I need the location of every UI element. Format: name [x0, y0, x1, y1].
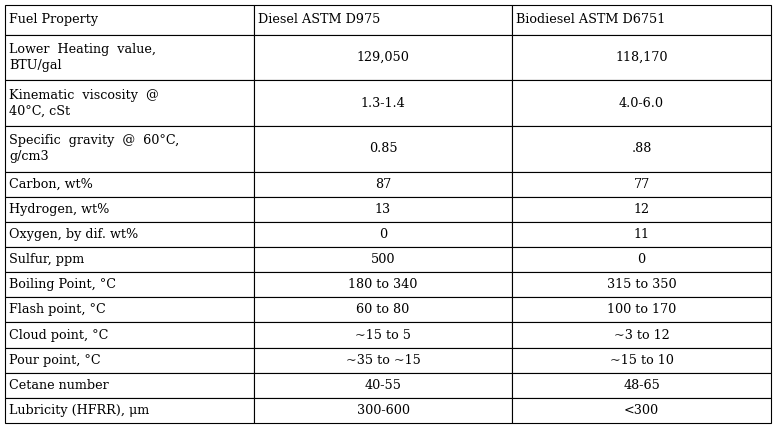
- Bar: [512, 322, 771, 348]
- Text: Carbon, wt%: Carbon, wt%: [9, 178, 93, 191]
- Text: 48-65: 48-65: [623, 379, 660, 392]
- Bar: [254, 197, 512, 222]
- Bar: [512, 80, 771, 126]
- Text: 100 to 170: 100 to 170: [607, 303, 676, 316]
- Text: ~15 to 10: ~15 to 10: [610, 354, 674, 367]
- Text: Cetane number: Cetane number: [9, 379, 109, 392]
- Text: 180 to 340: 180 to 340: [348, 278, 417, 291]
- Bar: [254, 172, 512, 197]
- Text: 12: 12: [633, 203, 650, 216]
- Text: Specific  gravity  @  60°C,
g/cm3: Specific gravity @ 60°C, g/cm3: [9, 134, 179, 163]
- Bar: [512, 126, 771, 172]
- Text: ~15 to 5: ~15 to 5: [355, 329, 411, 342]
- Bar: [5, 373, 254, 398]
- Bar: [512, 222, 771, 247]
- Bar: [5, 348, 254, 373]
- Bar: [5, 5, 254, 35]
- Bar: [512, 398, 771, 423]
- Bar: [5, 126, 254, 172]
- Text: 77: 77: [633, 178, 650, 191]
- Text: Diesel ASTM D975: Diesel ASTM D975: [258, 13, 380, 27]
- Bar: [5, 272, 254, 297]
- Bar: [512, 5, 771, 35]
- Text: Lower  Heating  value,
BTU/gal: Lower Heating value, BTU/gal: [9, 43, 156, 72]
- Text: 1.3-1.4: 1.3-1.4: [361, 97, 405, 110]
- Text: ~3 to 12: ~3 to 12: [614, 329, 670, 342]
- Text: 60 to 80: 60 to 80: [356, 303, 410, 316]
- Bar: [512, 172, 771, 197]
- Text: 40-55: 40-55: [365, 379, 401, 392]
- Bar: [5, 80, 254, 126]
- Text: 315 to 350: 315 to 350: [607, 278, 677, 291]
- Text: 0: 0: [379, 228, 387, 241]
- Text: 300-600: 300-600: [356, 404, 410, 417]
- Bar: [254, 297, 512, 322]
- Bar: [5, 222, 254, 247]
- Text: Kinematic  viscosity  @
40°C, cSt: Kinematic viscosity @ 40°C, cSt: [9, 89, 159, 118]
- Bar: [512, 373, 771, 398]
- Text: Sulfur, ppm: Sulfur, ppm: [9, 253, 85, 266]
- Bar: [5, 247, 254, 272]
- Bar: [254, 373, 512, 398]
- Text: Cloud point, °C: Cloud point, °C: [9, 329, 109, 342]
- Bar: [512, 197, 771, 222]
- Bar: [5, 398, 254, 423]
- Text: Hydrogen, wt%: Hydrogen, wt%: [9, 203, 109, 216]
- Bar: [512, 348, 771, 373]
- Bar: [512, 297, 771, 322]
- Bar: [254, 247, 512, 272]
- Text: Flash point, °C: Flash point, °C: [9, 303, 106, 316]
- Bar: [254, 126, 512, 172]
- Bar: [254, 222, 512, 247]
- Text: Biodiesel ASTM D6751: Biodiesel ASTM D6751: [516, 13, 665, 27]
- Text: <300: <300: [624, 404, 659, 417]
- Text: .88: .88: [632, 143, 652, 155]
- Bar: [5, 197, 254, 222]
- Bar: [254, 322, 512, 348]
- Bar: [5, 172, 254, 197]
- Bar: [512, 247, 771, 272]
- Bar: [5, 297, 254, 322]
- Bar: [254, 348, 512, 373]
- Bar: [512, 272, 771, 297]
- Text: 87: 87: [375, 178, 391, 191]
- Text: 4.0-6.0: 4.0-6.0: [619, 97, 664, 110]
- Text: Pour point, °C: Pour point, °C: [9, 354, 101, 367]
- Text: Lubricity (HFRR), μm: Lubricity (HFRR), μm: [9, 404, 149, 417]
- Bar: [512, 35, 771, 80]
- Bar: [5, 322, 254, 348]
- Text: Fuel Property: Fuel Property: [9, 13, 98, 27]
- Bar: [5, 35, 254, 80]
- Text: 0: 0: [637, 253, 646, 266]
- Text: 129,050: 129,050: [357, 51, 410, 64]
- Bar: [254, 35, 512, 80]
- Text: 500: 500: [371, 253, 395, 266]
- Text: Boiling Point, °C: Boiling Point, °C: [9, 278, 116, 291]
- Text: 0.85: 0.85: [369, 143, 397, 155]
- Text: 11: 11: [633, 228, 650, 241]
- Bar: [254, 398, 512, 423]
- Bar: [254, 272, 512, 297]
- Bar: [254, 80, 512, 126]
- Text: Oxygen, by dif. wt%: Oxygen, by dif. wt%: [9, 228, 138, 241]
- Text: 13: 13: [375, 203, 391, 216]
- Text: 118,170: 118,170: [615, 51, 668, 64]
- Bar: [254, 5, 512, 35]
- Text: ~35 to ~15: ~35 to ~15: [345, 354, 421, 367]
